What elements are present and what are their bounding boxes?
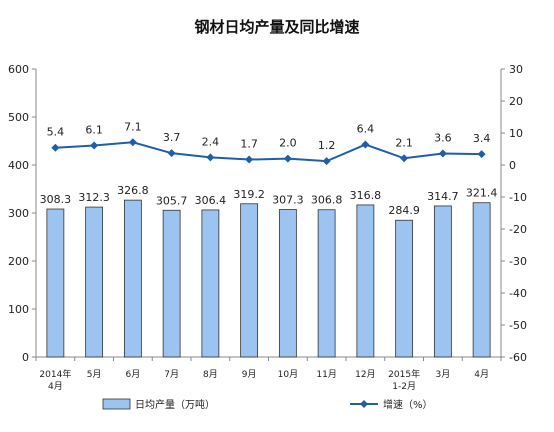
y-left-tick-label: 600 [8, 63, 29, 76]
x-tick-label: 1-2月 [392, 381, 416, 392]
growth-point [206, 153, 215, 162]
growth-value-label: 3.4 [473, 132, 491, 145]
growth-value-label: 7.1 [124, 120, 142, 133]
growth-point [128, 138, 137, 147]
growth-point [361, 140, 370, 149]
x-tick-label: 8月 [203, 369, 218, 380]
x-tick-label: 2014年 [39, 368, 71, 380]
growth-point [167, 149, 176, 158]
bar-value-label: 312.3 [78, 191, 110, 204]
bar [472, 202, 491, 358]
x-tick-label: 6月 [126, 369, 141, 380]
bar [46, 208, 65, 358]
bar [433, 205, 452, 358]
x-tick-label: 12月 [355, 369, 375, 380]
bar-value-label: 284.9 [388, 204, 420, 217]
growth-value-label: 1.7 [240, 138, 258, 151]
axes-layer: 0 100 200 300 400 500 600 -60 -50 -40 -30 -20 -10 0 10… [8, 63, 527, 392]
bar-value-label: 306.8 [311, 194, 343, 207]
bar-value-label: 321.4 [466, 187, 498, 200]
growth-point [322, 157, 331, 166]
bar [123, 199, 142, 358]
chart-title: 钢材日均产量及同比增速 [194, 18, 360, 36]
bar-value-label: 307.3 [272, 193, 304, 206]
growth-value-label: 6.4 [357, 123, 375, 136]
bar-value-label: 308.3 [40, 193, 72, 206]
growth-value-label: 3.7 [163, 131, 181, 144]
bar [395, 219, 414, 358]
labels-layer: 308.3 312.3 326.8 305.7 306.4 319.2 307.3 306.8… [40, 120, 498, 217]
bar [162, 209, 181, 358]
growth-point [245, 155, 254, 164]
growth-point [477, 150, 486, 159]
bar [85, 206, 104, 358]
y-right-tick-label: -40 [509, 287, 527, 300]
growth-value-label: 3.6 [434, 131, 452, 144]
growth-value-label: 1.2 [318, 139, 336, 152]
bar [201, 209, 220, 358]
bar-value-label: 314.7 [427, 190, 459, 203]
growth-value-label: 6.1 [85, 123, 103, 136]
bar [356, 204, 375, 358]
bar-value-label: 305.7 [156, 194, 188, 207]
legend-bar-label: 日均产量（万吨） [135, 398, 215, 411]
growth-point [438, 149, 447, 158]
growth-line [55, 141, 482, 163]
line-layer [51, 138, 486, 166]
x-tick-label: 10月 [278, 369, 298, 380]
legend-bar-swatch [102, 398, 131, 410]
x-tick-label: 5月 [87, 369, 102, 380]
bars-layer [46, 199, 491, 358]
y-right-tick-label: -10 [509, 191, 527, 204]
legend-line-label: 增速（%） [383, 398, 433, 411]
y-right-tick-label: 30 [509, 63, 523, 76]
x-tick-label: 3月 [436, 369, 451, 380]
bar-value-label: 316.8 [350, 189, 382, 202]
bar-value-label: 319.2 [233, 188, 265, 201]
bar [317, 209, 336, 358]
x-tick-label: 11月 [316, 369, 336, 380]
legend: 日均产量（万吨） 增速（%） [102, 398, 433, 411]
y-left-tick-label: 400 [8, 159, 29, 172]
y-left-tick-label: 100 [8, 303, 29, 316]
y-left-tick-label: 200 [8, 255, 29, 268]
x-tick-label: 9月 [242, 369, 257, 380]
growth-point [51, 143, 60, 152]
y-right-tick-label: -60 [509, 351, 527, 364]
growth-point [90, 141, 99, 150]
bar [240, 203, 259, 358]
growth-value-label: 5.4 [47, 126, 65, 139]
y-left-tick-label: 500 [8, 111, 29, 124]
legend-line-marker [360, 400, 368, 408]
bar [278, 209, 297, 358]
y-left-tick-label: 0 [22, 351, 29, 364]
y-right-tick-label: -20 [509, 223, 527, 236]
growth-value-label: 2.4 [202, 135, 220, 148]
growth-point [283, 154, 292, 163]
growth-value-label: 2.0 [279, 137, 297, 150]
y-right-tick-label: -30 [509, 255, 527, 268]
y-left-tick-label: 300 [8, 207, 29, 220]
y-right-tick-label: 10 [509, 127, 523, 140]
y-right-tick-label: 0 [509, 159, 516, 172]
y-right-tick-label: -50 [509, 319, 527, 332]
x-tick-label: 7月 [164, 369, 179, 380]
x-tick-label: 4月 [474, 369, 489, 380]
y-right-tick-label: 20 [509, 95, 523, 108]
x-tick-label: 2015年 [388, 368, 420, 380]
x-tick-label: 4月 [48, 381, 63, 392]
bar-value-label: 326.8 [117, 184, 149, 197]
growth-value-label: 2.1 [395, 136, 413, 149]
growth-point [400, 154, 409, 163]
bar-value-label: 306.4 [195, 194, 227, 207]
